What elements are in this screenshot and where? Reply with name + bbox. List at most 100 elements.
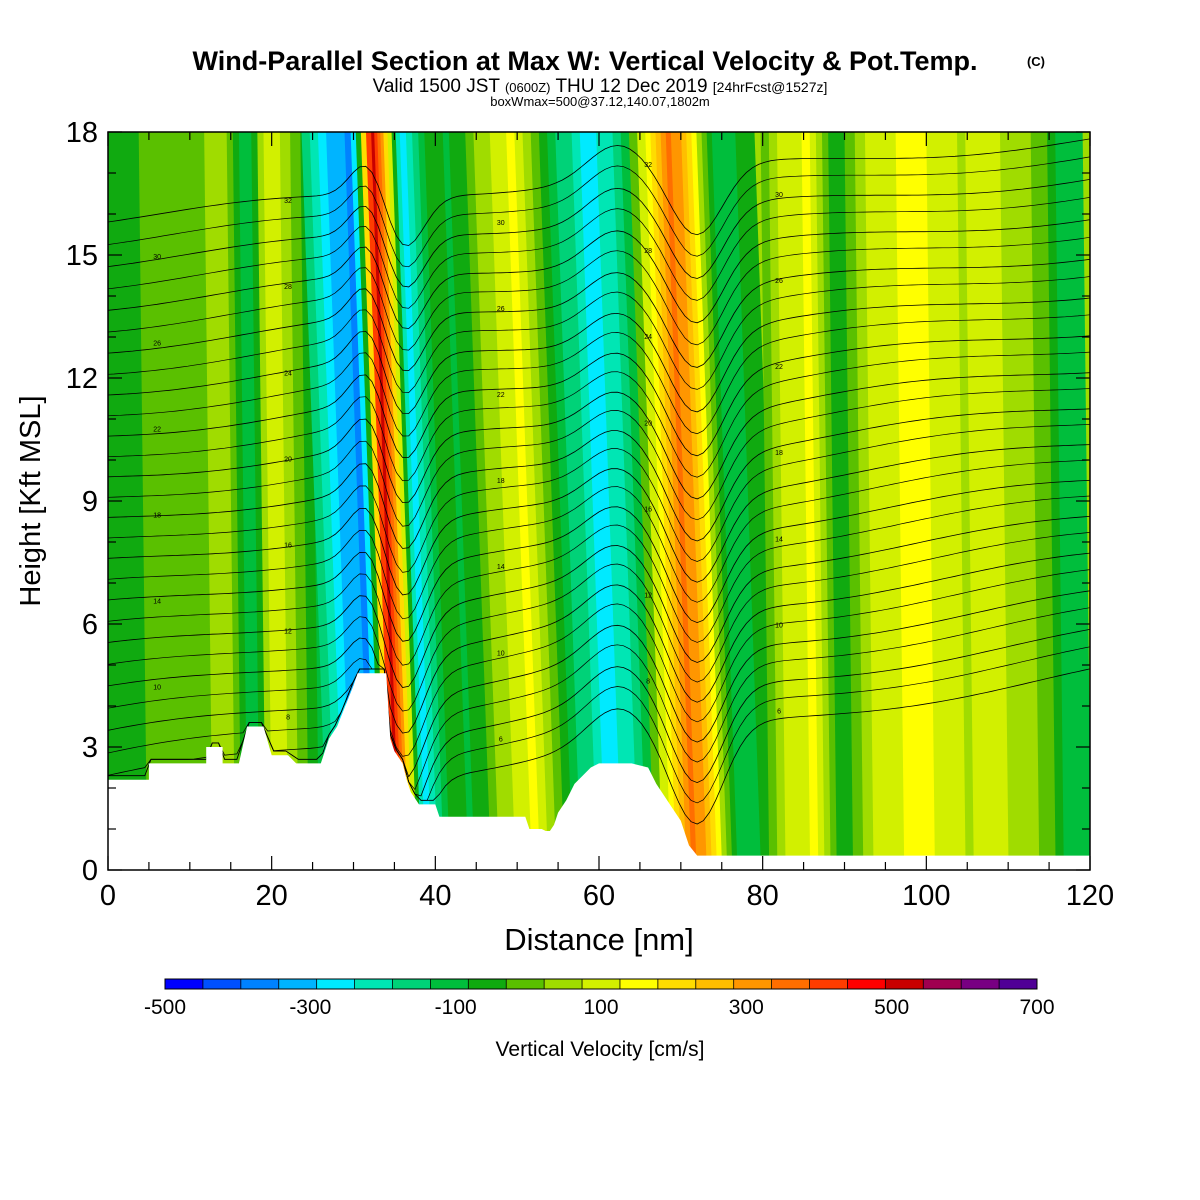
contour-label: 10 — [153, 685, 161, 692]
colorbar: -500 -300 -100 100 300 500 700 — [144, 978, 1055, 1019]
contour-label: 20 — [284, 456, 292, 463]
theta-contour-line — [108, 590, 1090, 778]
colorbar-tick-label: -500 — [144, 996, 186, 1019]
subtitle-zulu: (0600Z) — [505, 80, 551, 95]
contour-label: 24 — [284, 370, 292, 377]
theta-contour-line — [108, 495, 1090, 666]
theta-contour-line — [108, 646, 1090, 804]
y-axis-label: Height [Kft MSL] — [15, 395, 47, 606]
contour-label: 10 — [497, 650, 505, 657]
x-tick-label: 80 — [747, 880, 779, 912]
colorbar-swatch — [582, 979, 621, 989]
contour-label: 12 — [284, 629, 292, 636]
contour-label: 20 — [644, 420, 652, 427]
theta-contour-line — [108, 276, 1090, 393]
contour-label: 32 — [644, 162, 652, 169]
theta-contour-line — [108, 236, 1090, 351]
colorbar-tick-label: 500 — [874, 996, 909, 1019]
chart-subline: boxWmax=500@37.12,140.07,1802m — [490, 94, 710, 109]
colorbar-tick-label: -300 — [289, 996, 331, 1019]
contour-label: 18 — [497, 478, 505, 485]
colorbar-swatch — [771, 979, 811, 989]
colorbar-swatch — [809, 979, 848, 989]
theta-contour-line — [108, 552, 1090, 734]
colorbar-swatch — [695, 979, 735, 989]
y-tick-label: 0 — [82, 855, 98, 887]
colorbar-swatch — [923, 979, 962, 989]
x-tick-label: 100 — [902, 880, 950, 912]
theta-contour-line — [108, 179, 1090, 288]
theta-contour-line — [108, 444, 1090, 596]
theta-contour-line — [108, 258, 1090, 372]
y-tick-label: 18 — [66, 117, 98, 149]
contour-label: 10 — [775, 622, 783, 629]
theta-contour-line — [108, 156, 1090, 268]
colorbar-swatch — [544, 979, 583, 989]
colorbar-tick-label: -100 — [435, 996, 477, 1019]
subtitle-valid: Valid 1500 JST — [373, 76, 501, 97]
colorbar-swatch — [392, 979, 431, 989]
colorbar-swatch — [278, 979, 318, 989]
theta-contour-line — [108, 138, 1090, 246]
colorbar-tick-label: 300 — [729, 996, 764, 1019]
colorbar-swatch — [619, 979, 659, 989]
contour-label: 28 — [284, 284, 292, 291]
contour-label: 14 — [775, 536, 783, 543]
colorbar-label: Vertical Velocity [cm/s] — [496, 1038, 705, 1061]
contour-label: 16 — [284, 542, 292, 549]
theta-contour-line — [108, 516, 1090, 688]
contour-label: 8 — [286, 715, 290, 722]
x-tick-label: 20 — [256, 880, 288, 912]
colorbar-swatch — [885, 979, 924, 989]
contour-label: 12 — [644, 592, 652, 599]
theta-contour-line — [108, 388, 1090, 527]
chart-title: Wind-Parallel Section at Max W: Vertical… — [193, 46, 978, 76]
contour-label: 8 — [646, 679, 650, 686]
y-tick-label: 3 — [82, 732, 98, 764]
contour-label: 6 — [777, 709, 781, 716]
theta-contour-line — [108, 569, 1090, 757]
plot-axes: 0 20 40 60 80 100 120 0 3 6 9 12 15 18 — [66, 117, 1114, 912]
colorbar-tick-label: 100 — [583, 996, 618, 1019]
theta-contour-line — [108, 314, 1090, 437]
colorbar-swatch — [202, 979, 242, 989]
contour-label: 26 — [153, 340, 161, 347]
colorbar-swatch — [165, 979, 204, 989]
x-axis-label: Distance [nm] — [504, 922, 694, 957]
potential-temperature-contours: 6 6 8 8 10 10 10 12 12 14 14 14 16 16 18 18 18 20 20 22 22 22… — [108, 138, 1090, 825]
velocity-field — [108, 132, 1090, 870]
y-tick-label: 9 — [82, 486, 98, 518]
chart-title-mark: (C) — [1027, 54, 1045, 69]
theta-contour-line — [108, 335, 1090, 458]
colorbar-tick-label: 700 — [1019, 996, 1054, 1019]
contour-label: 32 — [284, 198, 292, 205]
x-tick-label: 60 — [583, 880, 615, 912]
contour-label: 18 — [775, 450, 783, 457]
contour-label: 26 — [775, 278, 783, 285]
contour-label: 30 — [153, 254, 161, 261]
subtitle-forecast: [24hrFcst@1527z] — [713, 79, 828, 95]
y-tick-label: 15 — [66, 240, 98, 272]
colorbar-swatch — [468, 979, 507, 989]
contour-label: 30 — [775, 192, 783, 199]
contour-label: 22 — [153, 426, 161, 433]
contour-label: 6 — [499, 736, 503, 743]
subtitle-date: THU 12 Dec 2019 — [555, 76, 707, 97]
theta-contour-line — [108, 424, 1090, 573]
x-tick-label: 40 — [419, 880, 451, 912]
contour-label: 22 — [497, 392, 505, 399]
colorbar-swatch — [240, 979, 280, 989]
colorbar-swatch — [354, 979, 393, 989]
colorbar-swatch — [999, 979, 1038, 989]
terrain-mask — [108, 673, 1090, 870]
theta-contour-line — [108, 219, 1090, 329]
contour-label: 16 — [644, 506, 652, 513]
colorbar-swatch — [961, 979, 1000, 989]
colorbar-swatch — [657, 979, 697, 989]
theta-contour-line — [108, 408, 1090, 549]
theta-contour-line — [108, 297, 1090, 414]
theta-contour-line — [108, 372, 1090, 504]
contour-label: 24 — [644, 334, 652, 341]
colorbar-swatch — [506, 979, 545, 989]
